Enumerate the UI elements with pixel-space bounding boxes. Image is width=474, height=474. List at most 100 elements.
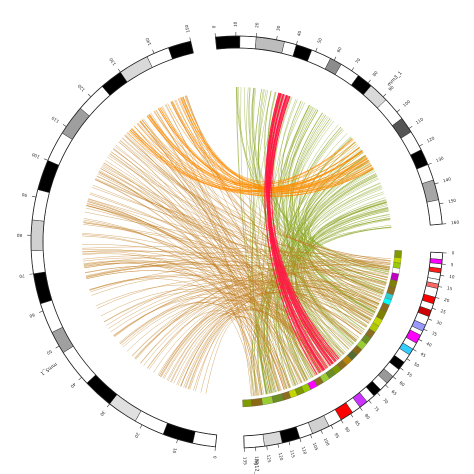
ideogram-band-chr5-14 bbox=[61, 107, 90, 140]
tick-label-chr12-70: 70 bbox=[382, 397, 390, 405]
link-356 bbox=[121, 282, 378, 346]
link-310 bbox=[195, 316, 285, 392]
link-379 bbox=[182, 96, 373, 193]
ideogram-band-chr12-30 bbox=[279, 426, 301, 444]
link-332 bbox=[147, 292, 367, 369]
tick-label-chr5-0: 0 bbox=[212, 456, 217, 460]
link-303 bbox=[82, 249, 339, 360]
tick-chr3-130 bbox=[427, 162, 432, 165]
link-81 bbox=[299, 167, 374, 345]
tick-chr3-60 bbox=[333, 56, 337, 61]
link-299 bbox=[86, 205, 357, 341]
inner-track-band-29 bbox=[271, 393, 284, 404]
tick-label-chr3-90: 90 bbox=[387, 84, 395, 92]
link-345 bbox=[86, 261, 386, 286]
ideogram-band-chr3-0 bbox=[215, 35, 241, 50]
tick-chr12-110 bbox=[299, 438, 302, 443]
tick-label-chr12-40: 40 bbox=[426, 341, 433, 348]
link-424 bbox=[266, 94, 322, 373]
link-214 bbox=[141, 119, 390, 269]
link-220 bbox=[193, 280, 383, 391]
tick-label-chr5-130: 130 bbox=[108, 57, 117, 67]
inner-track-band-31 bbox=[251, 397, 263, 407]
tick-chr12-105 bbox=[310, 434, 313, 439]
tick-chr12-15 bbox=[438, 286, 443, 288]
chromosome-label-chr5: mm5_1 bbox=[39, 361, 58, 376]
link-416 bbox=[268, 94, 334, 364]
link-319 bbox=[140, 262, 391, 364]
tick-label-chr12-35: 35 bbox=[431, 330, 438, 337]
inner-track-band-0 bbox=[394, 250, 402, 259]
link-284 bbox=[95, 179, 390, 269]
link-350 bbox=[113, 296, 317, 376]
tick-chr3-80 bbox=[367, 79, 371, 84]
links-layer bbox=[82, 86, 392, 397]
link-28 bbox=[289, 113, 371, 322]
tick-label-chr3-120: 120 bbox=[426, 135, 436, 143]
tick-chr5-90 bbox=[31, 195, 37, 198]
link-348 bbox=[148, 114, 318, 375]
ideogram-layer bbox=[30, 35, 444, 449]
tick-chr5-50 bbox=[55, 345, 60, 349]
tick-chr5-130 bbox=[117, 68, 121, 73]
tick-label-chr12-80: 80 bbox=[364, 413, 371, 421]
tick-label-chr12-55: 55 bbox=[406, 371, 414, 378]
tick-label-chr5-140: 140 bbox=[144, 37, 152, 47]
link-70 bbox=[257, 89, 312, 379]
link-343 bbox=[86, 264, 380, 303]
tick-label-chr3-140: 140 bbox=[442, 176, 451, 183]
link-366 bbox=[139, 121, 374, 197]
link-394 bbox=[180, 97, 366, 188]
tick-label-chr3-110: 110 bbox=[415, 116, 425, 125]
tick-chr3-150 bbox=[439, 202, 444, 205]
tick-chr12-40 bbox=[418, 339, 423, 342]
tick-label-chr12-65: 65 bbox=[390, 389, 398, 397]
tick-label-chr12-30: 30 bbox=[436, 319, 443, 326]
tick-label-chr5-150: 150 bbox=[184, 24, 191, 33]
link-234 bbox=[125, 134, 351, 348]
link-316 bbox=[200, 316, 288, 393]
link-179 bbox=[118, 141, 320, 374]
tick-chr12-55 bbox=[399, 367, 404, 371]
link-265 bbox=[85, 263, 381, 300]
link-340 bbox=[157, 301, 350, 376]
tick-label-chr12-90: 90 bbox=[344, 426, 351, 433]
tick-chr12-115 bbox=[288, 441, 291, 446]
link-318 bbox=[170, 101, 389, 275]
ideogram-outline-chr5 bbox=[30, 40, 218, 448]
tick-label-chr3-130: 130 bbox=[435, 155, 445, 163]
link-23 bbox=[292, 115, 379, 305]
link-133 bbox=[289, 126, 344, 355]
link-410 bbox=[271, 96, 337, 362]
tick-label-chr3-50: 50 bbox=[316, 37, 323, 44]
tick-chr12-85 bbox=[350, 413, 354, 418]
tick-chr3-90 bbox=[382, 93, 387, 98]
link-337 bbox=[143, 279, 383, 366]
tick-chr5-70 bbox=[29, 273, 34, 275]
tick-label-chr12-50: 50 bbox=[413, 361, 420, 368]
ideogram-band-chr5-10 bbox=[30, 219, 45, 251]
link-269 bbox=[95, 178, 387, 284]
link-138 bbox=[286, 118, 345, 354]
link-282 bbox=[105, 160, 344, 355]
link-280 bbox=[83, 218, 262, 396]
link-266 bbox=[85, 207, 334, 364]
tick-label-chr3-150: 150 bbox=[448, 198, 457, 204]
link-358 bbox=[94, 179, 280, 392]
tick-label-chr12-25: 25 bbox=[440, 308, 447, 315]
link-423 bbox=[267, 95, 320, 374]
link-351 bbox=[83, 251, 392, 266]
link-384 bbox=[147, 115, 361, 189]
inner-track-band-30 bbox=[261, 395, 274, 406]
link-369 bbox=[180, 97, 357, 184]
link-389 bbox=[159, 107, 368, 191]
link-391 bbox=[149, 113, 354, 186]
tick-chr5-40 bbox=[78, 377, 82, 381]
tick-chr3-140 bbox=[434, 182, 439, 185]
tick-label-chr3-100: 100 bbox=[402, 99, 412, 108]
link-291 bbox=[178, 98, 371, 321]
link-239 bbox=[87, 200, 282, 391]
link-298 bbox=[173, 292, 372, 384]
link-165 bbox=[292, 186, 382, 368]
